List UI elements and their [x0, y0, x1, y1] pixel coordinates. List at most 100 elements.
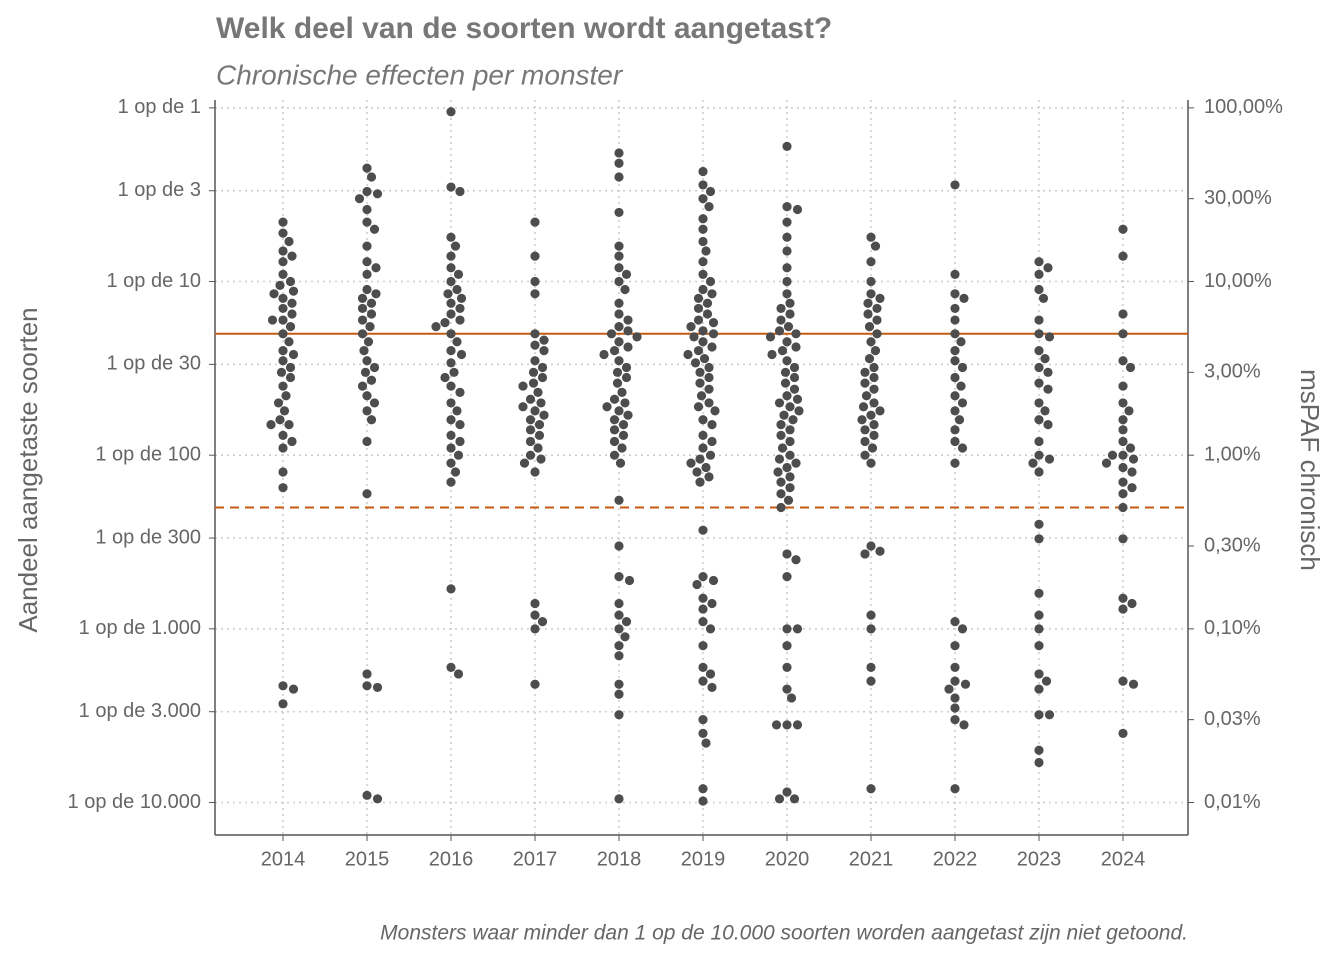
data-point: [539, 410, 549, 420]
data-point: [957, 362, 968, 373]
data-point: [792, 624, 803, 634]
data-point: [704, 472, 714, 482]
data-point: [449, 367, 459, 377]
data-point: [278, 430, 288, 441]
data-point: [530, 329, 540, 339]
y2-tick-label: 30,00%: [1204, 187, 1272, 209]
y-tick-label: 1 op de 100: [95, 443, 201, 465]
data-point: [869, 398, 879, 408]
data-point: [1038, 293, 1049, 303]
data-point: [362, 669, 372, 679]
data-point: [614, 356, 624, 366]
data-point: [537, 372, 548, 383]
data-point: [623, 410, 633, 420]
data-point: [266, 420, 276, 430]
data-point: [362, 186, 372, 197]
data-point: [1044, 332, 1055, 342]
data-point: [785, 309, 795, 319]
data-point: [690, 358, 701, 368]
data-point: [530, 251, 540, 261]
data-point: [708, 575, 719, 586]
data-point: [950, 784, 960, 794]
data-point: [950, 346, 960, 356]
data-point: [872, 329, 882, 339]
data-point: [683, 349, 693, 360]
y-tick-label: 1 op de 3.000: [79, 700, 201, 722]
data-point: [1118, 381, 1128, 391]
data-point: [372, 794, 383, 804]
data-point: [698, 236, 708, 247]
data-point: [782, 624, 792, 634]
data-point: [446, 381, 456, 391]
data-point: [362, 257, 372, 267]
data-point: [446, 662, 456, 672]
data-point: [957, 443, 968, 453]
data-point: [1127, 598, 1137, 609]
data-point: [614, 148, 624, 158]
data-point: [1040, 406, 1050, 416]
data-point: [777, 346, 788, 356]
data-point: [702, 309, 713, 319]
data-point: [702, 298, 713, 308]
data-point: [785, 472, 795, 482]
data-point: [960, 679, 971, 689]
data-point: [278, 315, 288, 325]
data-point: [446, 477, 456, 487]
data-point: [950, 269, 960, 279]
data-point: [785, 298, 795, 308]
data-point: [693, 315, 704, 325]
data-point: [278, 329, 288, 339]
data-point: [863, 309, 873, 319]
x-tick-label: 2014: [261, 848, 306, 870]
data-point: [278, 217, 288, 227]
data-point: [357, 315, 368, 325]
data-point: [453, 269, 464, 279]
data-point: [599, 349, 609, 360]
data-point: [776, 430, 786, 441]
data-point: [362, 790, 372, 800]
y-tick-label: 1 op de 1: [118, 96, 201, 118]
data-point: [536, 398, 546, 408]
data-point: [866, 624, 876, 634]
data-point: [366, 172, 377, 182]
data-point: [362, 269, 372, 279]
data-point: [698, 269, 708, 279]
data-point: [698, 641, 708, 651]
data-point: [614, 495, 624, 505]
data-point: [698, 604, 708, 614]
data-point: [530, 217, 540, 227]
data-point: [1118, 489, 1128, 499]
data-point: [695, 378, 705, 388]
data-point: [446, 263, 456, 273]
data-point: [372, 189, 383, 199]
data-point: [701, 738, 711, 748]
data-point: [782, 462, 792, 473]
data-point: [698, 571, 708, 582]
data-point: [693, 346, 704, 356]
data-point: [944, 684, 954, 694]
data-point: [446, 358, 456, 368]
data-point: [956, 337, 966, 347]
y-tick-label: 1 op de 1.000: [79, 617, 201, 639]
y2-axis-label: msPAF chronisch: [1295, 369, 1325, 571]
data-point: [362, 204, 372, 215]
data-point: [1118, 224, 1128, 234]
data-point: [446, 415, 456, 425]
data-point: [288, 349, 299, 360]
data-point: [782, 217, 792, 227]
data-point: [537, 617, 548, 627]
data-point: [698, 617, 708, 627]
data-point: [782, 246, 792, 256]
data-point: [362, 489, 372, 499]
data-point: [615, 458, 626, 468]
data-point: [776, 303, 786, 314]
data-point: [957, 624, 968, 634]
data-point: [699, 353, 710, 364]
data-point: [1034, 641, 1044, 651]
data-point: [362, 436, 372, 447]
data-point: [957, 398, 968, 408]
data-point: [1118, 356, 1128, 366]
data-point: [278, 257, 288, 267]
data-point: [525, 425, 536, 435]
data-point: [357, 381, 368, 391]
